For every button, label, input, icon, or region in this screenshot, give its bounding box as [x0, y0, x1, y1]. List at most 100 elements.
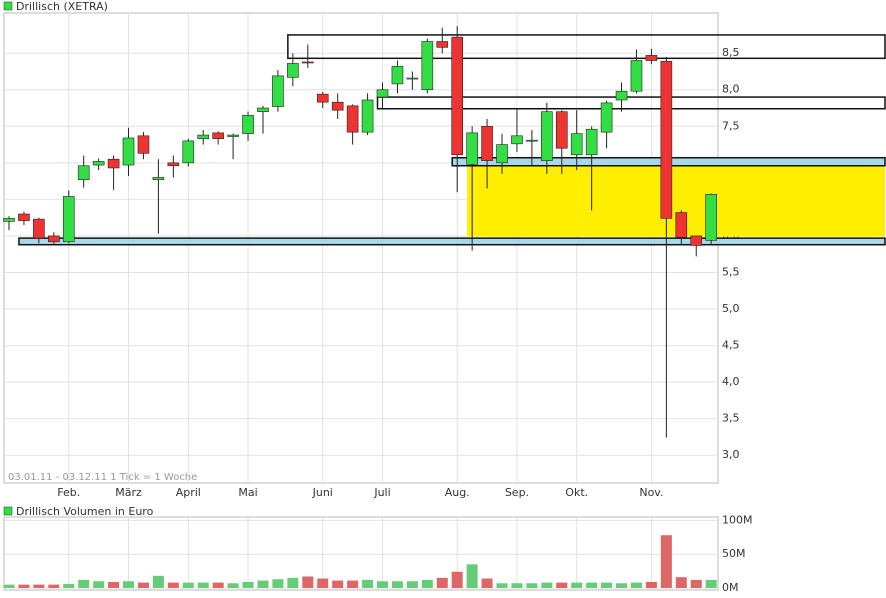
- volume-bar: [675, 577, 687, 588]
- volume-bar: [481, 578, 493, 588]
- x-tick-label: Juli: [373, 486, 390, 499]
- candle-body: [48, 235, 60, 243]
- volume-title-icon: [3, 506, 13, 516]
- x-tick-label: Mai: [238, 486, 257, 499]
- candle-body: [242, 115, 254, 134]
- candle-body: [570, 133, 583, 156]
- volume-bar: [152, 575, 164, 588]
- volume-bar: [197, 582, 209, 588]
- x-tick-label: Feb.: [57, 486, 80, 499]
- candle-body: [555, 111, 568, 149]
- candle-body: [705, 193, 717, 241]
- volume-bar: [466, 564, 478, 588]
- x-tick-label: Okt.: [565, 486, 588, 499]
- candle-body: [391, 66, 404, 85]
- y-tick-label: 4,5: [722, 339, 740, 352]
- candle-body: [212, 132, 224, 140]
- volume-bar: [556, 582, 568, 588]
- candle-body: [62, 196, 75, 243]
- volume-bar: [541, 582, 553, 588]
- volume-bar: [227, 583, 239, 588]
- volume-bar: [616, 583, 628, 588]
- candle-body: [167, 162, 180, 167]
- volume-bar: [182, 582, 194, 588]
- y-tick-label: 3,0: [722, 448, 740, 461]
- volume-bar: [332, 580, 344, 588]
- volume-bar: [391, 581, 403, 588]
- y-tick-label: 5,0: [722, 302, 740, 315]
- volume-bar: [48, 584, 60, 588]
- y-tick-label: 7,5: [722, 119, 740, 132]
- y-tick-label: 3,5: [722, 412, 740, 425]
- volume-bar: [287, 577, 299, 588]
- candle-body: [3, 218, 15, 222]
- candle-body: [197, 134, 210, 140]
- candle-body: [122, 137, 135, 166]
- volume-panel: [3, 516, 719, 591]
- candle-body: [690, 235, 703, 246]
- x-tick-label: Aug.: [445, 486, 470, 499]
- candle-body: [18, 213, 30, 221]
- candle-body: [615, 90, 628, 101]
- volume-bar: [302, 576, 314, 588]
- volume-bar: [571, 582, 583, 588]
- x-tick-label: Juni: [312, 486, 333, 499]
- candle-body: [541, 111, 553, 161]
- candle-body: [376, 89, 389, 98]
- volume-bar: [451, 571, 463, 588]
- candle-body: [346, 105, 359, 133]
- volume-bar: [436, 577, 448, 588]
- volume-bar: [660, 535, 672, 588]
- volume-bar: [362, 579, 374, 588]
- volume-bar: [496, 583, 508, 588]
- volume-bar: [690, 579, 702, 588]
- volume-bar: [108, 581, 120, 588]
- candle-body: [272, 75, 284, 107]
- volume-title: Drillisch Volumen in Euro: [16, 505, 154, 518]
- candle-body: [630, 60, 643, 92]
- candle-body: [645, 55, 658, 61]
- volume-bar: [317, 578, 329, 588]
- candle-body: [316, 93, 329, 103]
- chart-subtitle: 03.01.11 - 03.12.11 1 Tick = 1 Woche: [8, 472, 197, 483]
- y-tick-label: 5,5: [722, 265, 740, 278]
- candle-body: [227, 134, 239, 137]
- candle-body: [152, 177, 165, 180]
- candle-body: [675, 212, 688, 238]
- volume-bar: [421, 579, 433, 588]
- y-tick-label: 100M: [722, 513, 753, 526]
- candle-body: [182, 140, 195, 164]
- y-tick-label: 8,5: [722, 46, 740, 59]
- y-tick-label: 50M: [722, 547, 746, 560]
- volume-bar: [601, 582, 613, 588]
- title-icon: [3, 1, 13, 11]
- candle-body: [92, 161, 105, 166]
- volume-bar: [257, 580, 269, 588]
- y-tick-label: 0M: [722, 581, 739, 594]
- x-tick-label: Nov.: [639, 486, 663, 499]
- volume-bar: [3, 584, 15, 588]
- zone: [376, 96, 886, 110]
- candle-body: [421, 41, 434, 91]
- volume-bar: [33, 584, 45, 588]
- volume-bar: [586, 582, 598, 588]
- chart-title: Drillisch (XETRA): [16, 0, 108, 13]
- volume-bar: [18, 584, 30, 588]
- candle-body: [600, 102, 613, 133]
- x-tick-label: April: [176, 486, 201, 499]
- volume-bar: [123, 581, 135, 588]
- candle-body: [137, 135, 150, 154]
- volume-bar: [705, 579, 717, 588]
- volume-bar: [212, 582, 224, 588]
- zone: [287, 34, 886, 60]
- candle-body: [77, 165, 90, 180]
- candle-body: [585, 128, 598, 156]
- candle-body: [466, 132, 478, 165]
- candle-body: [451, 36, 464, 156]
- candle-body: [511, 135, 523, 145]
- price-panel: [3, 12, 719, 484]
- volume-bar: [511, 583, 523, 588]
- volume-bar: [526, 583, 538, 588]
- volume-bar: [645, 581, 657, 588]
